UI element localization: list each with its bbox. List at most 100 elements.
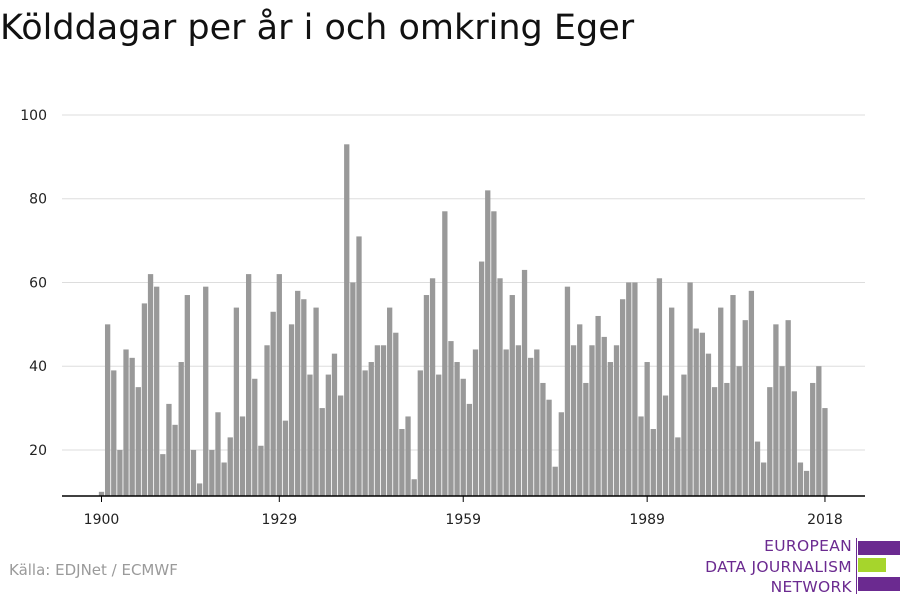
bar-1953 <box>423 295 430 496</box>
bar-1976 <box>564 286 571 496</box>
edjnet-logo[interactable]: EUROPEAN DATA JOURNALISM NETWORK <box>700 536 900 596</box>
bar-1932 <box>295 290 301 496</box>
bar-1973 <box>546 399 552 496</box>
bar-1904 <box>123 349 129 496</box>
bar-1969 <box>521 269 528 496</box>
bar-1987 <box>632 282 638 496</box>
bar-1984 <box>613 345 620 496</box>
bar-1954 <box>429 278 436 496</box>
bar-2014 <box>797 462 804 496</box>
x-axis: 1900 1929 1959 1989 2018 <box>62 495 865 528</box>
x-tick-label: 1929 <box>261 512 297 528</box>
bar-2011 <box>779 366 785 496</box>
bar-1952 <box>417 370 423 496</box>
bar-1914 <box>184 295 190 496</box>
y-tick-label: 80 <box>29 192 47 208</box>
x-tick-label: 1959 <box>445 512 481 528</box>
bar-1933 <box>301 299 307 496</box>
bar-1906 <box>135 387 141 496</box>
bar-1949 <box>399 429 405 496</box>
bar-2010 <box>773 324 779 496</box>
bar-1979 <box>583 382 589 496</box>
bar-1943 <box>362 370 368 496</box>
logo-line-3: NETWORK <box>770 578 852 596</box>
bar-1917 <box>203 286 209 496</box>
bar-1983 <box>607 362 614 496</box>
bar-1978 <box>577 324 583 496</box>
bar-1905 <box>129 357 135 496</box>
bar-1937 <box>325 374 331 496</box>
bar-1956 <box>442 211 448 497</box>
bar-1900 <box>98 491 105 496</box>
bar-1971 <box>534 349 540 496</box>
bar-1929 <box>276 274 282 496</box>
logo-bar-bottom <box>858 577 900 591</box>
y-tick-label: 60 <box>29 275 47 291</box>
bar-1968 <box>515 345 522 496</box>
y-tick-label: 40 <box>29 359 47 375</box>
bar-1972 <box>540 382 546 496</box>
logo-divider <box>856 538 857 594</box>
bar-1991 <box>656 278 663 496</box>
bar-1994 <box>675 437 681 496</box>
bar-2012 <box>785 320 791 496</box>
bar-1989 <box>644 362 650 496</box>
bar-1944 <box>368 362 374 496</box>
logo-text: EUROPEAN DATA JOURNALISM NETWORK <box>705 536 852 598</box>
x-tick-label: 1900 <box>84 512 120 528</box>
bar-1921 <box>227 437 233 496</box>
bar-1950 <box>405 416 411 496</box>
logo-bar-top <box>858 541 900 555</box>
bar-2018 <box>822 408 828 496</box>
bar-2015 <box>803 470 810 496</box>
bar-1958 <box>454 362 460 496</box>
x-tick-label: 2018 <box>807 512 843 528</box>
bar-1963 <box>485 190 491 496</box>
bar-2002 <box>724 382 730 496</box>
bar-1997 <box>693 328 699 496</box>
bar-1916 <box>196 483 203 496</box>
bar-1948 <box>393 332 399 496</box>
bar-1935 <box>313 307 319 496</box>
bar-2016 <box>810 382 816 496</box>
bar-1986 <box>626 282 632 496</box>
bar-1947 <box>387 307 393 496</box>
bar-1926 <box>258 445 264 496</box>
bar-2017 <box>816 366 822 496</box>
bar-1992 <box>662 395 669 496</box>
bar-1981 <box>595 315 601 496</box>
bars <box>98 144 828 497</box>
y-tick-label: 100 <box>20 108 47 124</box>
bar-1993 <box>669 307 675 496</box>
bar-1927 <box>264 345 270 496</box>
bar-1938 <box>331 353 338 496</box>
bar-1946 <box>380 345 387 496</box>
bar-1990 <box>650 429 656 496</box>
bar-1940 <box>344 144 350 497</box>
bar-1961 <box>472 349 479 496</box>
bar-1923 <box>239 416 246 496</box>
bar-1945 <box>374 345 381 496</box>
bar-1955 <box>436 374 442 496</box>
bar-1908 <box>147 274 154 496</box>
logo-line-2: DATA JOURNALISM <box>705 557 852 576</box>
bar-2001 <box>718 307 724 496</box>
bar-1975 <box>558 412 564 496</box>
bar-1962 <box>478 261 485 496</box>
bar-1939 <box>337 395 344 496</box>
bar-1915 <box>190 449 197 496</box>
bar-1928 <box>270 311 276 496</box>
bar-1920 <box>221 462 227 496</box>
bar-1996 <box>687 282 693 496</box>
bar-1995 <box>681 374 687 496</box>
bar-1934 <box>307 374 313 496</box>
bar-1951 <box>411 479 417 496</box>
bar-2009 <box>767 387 773 496</box>
bar-1910 <box>160 454 166 496</box>
bar-1907 <box>141 303 148 496</box>
bar-1924 <box>245 274 252 496</box>
bar-1911 <box>166 403 172 496</box>
source-label: Källa: EDJNet / ECMWF <box>9 561 178 579</box>
bar-1909 <box>154 286 160 496</box>
